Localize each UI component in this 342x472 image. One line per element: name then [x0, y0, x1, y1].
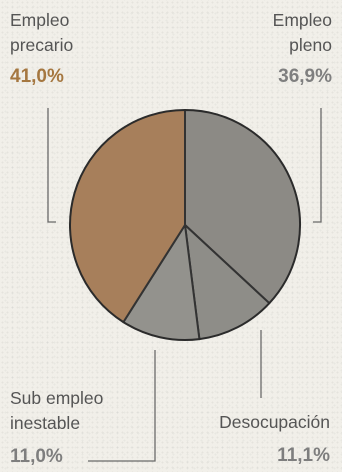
leader-line-empleo-precario	[47, 108, 56, 223]
pie-texture	[71, 111, 299, 339]
label-desocupacion: Desocupación 11,1%	[219, 410, 330, 471]
leader-line-sub-empleo-inestable	[88, 350, 156, 462]
label-empleo-precario-line2: precario	[10, 35, 74, 55]
label-empleo-precario-line1: Empleo	[10, 10, 70, 30]
slice-empleo-pleno	[184, 109, 301, 305]
slice-desocupacion	[184, 224, 271, 341]
slice-empleo-precario	[69, 109, 186, 324]
label-empleo-pleno: Empleo pleno 36,9%	[273, 8, 332, 92]
label-desocupacion-line1: Desocupación	[219, 412, 330, 432]
label-empleo-pleno-line1: Empleo	[272, 10, 332, 30]
label-empleo-pleno-line2: pleno	[289, 35, 332, 55]
value-sub-empleo-inestable: 11,0%	[10, 446, 63, 467]
label-sub-empleo-inestable: Sub empleo inestable 11,0%	[10, 386, 103, 472]
leader-line-empleo-pleno	[313, 108, 322, 223]
value-empleo-precario: 41,0%	[10, 66, 64, 87]
label-sub-empleo-line2: inestable	[10, 413, 81, 433]
label-sub-empleo-line1: Sub empleo	[10, 388, 104, 408]
label-empleo-precario: Empleo precario 41,0%	[10, 8, 73, 92]
value-desocupacion: 11,1%	[277, 445, 330, 466]
value-empleo-pleno: 36,9%	[278, 66, 332, 87]
slice-sub-empleo-inestable	[122, 224, 201, 341]
